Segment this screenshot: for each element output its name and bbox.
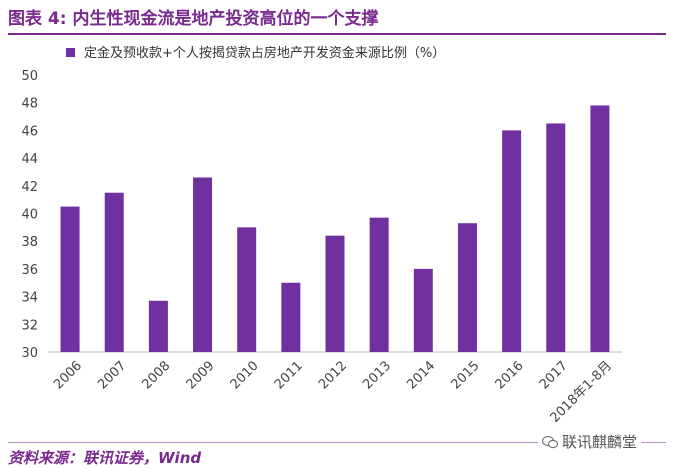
- x-tick-label: 2007: [95, 358, 129, 392]
- y-tick-label: 42: [21, 180, 38, 195]
- bar: [193, 177, 213, 352]
- y-tick-label: 38: [21, 235, 38, 250]
- bar: [546, 123, 566, 352]
- x-tick-label: 2011: [272, 358, 306, 392]
- x-tick-label: 2009: [184, 358, 218, 392]
- y-tick-label: 32: [21, 318, 38, 333]
- y-tick-label: 46: [21, 124, 38, 139]
- x-tick-label: 2012: [316, 358, 350, 392]
- bar: [104, 192, 124, 352]
- bar: [590, 105, 610, 352]
- x-tick-label: 2008: [139, 358, 173, 392]
- watermark-text: 联讯麒麟堂: [562, 433, 638, 451]
- title-divider: [8, 33, 666, 35]
- bar: [148, 300, 168, 352]
- x-axis: 2006 2007 2008 2009 2010 2011 2012 2013 2014 2015…: [48, 351, 622, 426]
- bar: [325, 235, 345, 352]
- source-divider: [8, 442, 666, 443]
- bar: [237, 227, 257, 352]
- bar-series: [60, 105, 610, 352]
- bar: [457, 223, 477, 352]
- y-tick-label: 40: [21, 208, 38, 223]
- bar: [502, 130, 522, 352]
- x-tick-label: 2016: [493, 358, 527, 392]
- legend-label: 定金及预收款+个人按揭贷款占房地产开发资金来源比例（%）: [84, 45, 445, 61]
- watermark: 联讯麒麟堂: [538, 431, 642, 452]
- y-axis: 30 32 34 36 38 40 42 44 46 48 50: [21, 69, 38, 361]
- y-tick-label: 36: [21, 263, 38, 278]
- x-tick-label: 2017: [537, 358, 571, 392]
- bar: [281, 282, 301, 352]
- y-tick-label: 34: [21, 291, 38, 306]
- x-tick-label: 2014: [404, 358, 438, 392]
- x-tick-label: 2010: [228, 358, 262, 392]
- y-tick-label: 44: [21, 152, 38, 167]
- legend-swatch: [66, 48, 75, 57]
- wechat-icon: [542, 435, 558, 449]
- y-tick-label: 30: [21, 346, 38, 361]
- x-tick-label: 2015: [449, 358, 483, 392]
- y-tick-label: 48: [21, 97, 38, 112]
- chart-legend: 定金及预收款+个人按揭贷款占房地产开发资金来源比例（%）: [66, 45, 445, 61]
- figure-title: 图表 4: 内生性现金流是地产投资高位的一个支撑: [8, 9, 379, 29]
- bar: [413, 268, 433, 352]
- y-tick-label: 50: [21, 69, 38, 84]
- x-tick-label: 2013: [360, 358, 394, 392]
- source-note: 资料来源：联讯证券，Wind: [8, 449, 202, 467]
- bar: [60, 206, 80, 352]
- x-tick-label: 2006: [51, 358, 85, 392]
- bar: [369, 217, 389, 352]
